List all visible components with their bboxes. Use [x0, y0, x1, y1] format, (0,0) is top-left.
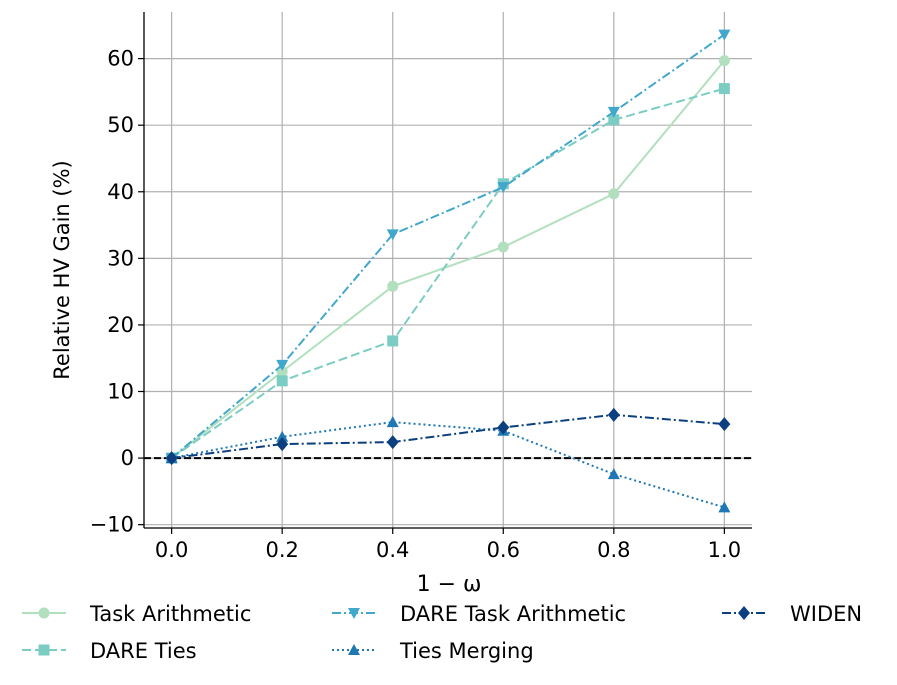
legend-entry: DARE Ties	[22, 639, 197, 663]
data-point	[497, 241, 509, 253]
legend-label: Task Arithmetic	[89, 602, 251, 626]
data-point	[607, 106, 620, 118]
y-tick-label: 0	[121, 446, 134, 470]
y-tick-label: 30	[107, 246, 134, 270]
data-point	[608, 188, 620, 200]
data-point	[607, 407, 620, 422]
data-point	[276, 366, 288, 378]
data-point	[718, 55, 730, 67]
legend-label: DARE Ties	[90, 639, 197, 663]
legend-entry: Task Arithmetic	[22, 602, 251, 626]
data-point	[386, 416, 399, 428]
x-tick-label: 0.4	[376, 538, 409, 562]
legend-marker	[38, 644, 50, 656]
data-point	[718, 83, 730, 95]
x-axis-label: 1 − ω	[417, 572, 482, 597]
series-dare-ties	[166, 83, 730, 464]
legend-entry: WIDEN	[722, 602, 862, 626]
legend-label: DARE Task Arithmetic	[400, 602, 626, 626]
ticks: 0.0 0.2 0.4 0.6 0.8 1.0 −10 0 10 20 30 40 50 60	[90, 47, 741, 562]
legend-marker	[348, 608, 360, 619]
y-tick-label: −10	[90, 513, 134, 537]
series-group	[165, 29, 731, 513]
series-line	[170, 59, 726, 459]
data-point	[276, 359, 289, 371]
data-point	[608, 114, 620, 126]
x-tick-label: 0.6	[487, 538, 520, 562]
series-line	[170, 33, 725, 459]
data-point	[276, 437, 289, 452]
y-tick-label: 20	[107, 313, 134, 337]
data-point	[386, 229, 399, 241]
grid	[144, 12, 752, 528]
legend-entry: DARE Task Arithmetic	[332, 602, 626, 626]
y-tick-label: 10	[107, 380, 134, 404]
data-point	[387, 335, 399, 347]
legend-marker	[738, 606, 750, 620]
data-point	[165, 451, 178, 466]
series-ties-merging	[165, 416, 731, 513]
data-point	[387, 280, 399, 292]
data-point	[497, 182, 510, 194]
x-tick-label: 0.8	[597, 538, 630, 562]
y-tick-label: 40	[107, 180, 134, 204]
legend-marker	[348, 644, 360, 655]
y-tick-label: 60	[107, 47, 134, 71]
series-line	[171, 87, 725, 459]
series-dare-task-arithmetic	[165, 29, 731, 465]
y-tick-label: 50	[107, 113, 134, 137]
series-widen	[165, 407, 731, 466]
data-point	[718, 501, 731, 513]
legend-marker	[38, 607, 50, 619]
data-point	[276, 430, 289, 442]
series-line	[171, 413, 725, 460]
legend-label: WIDEN	[790, 602, 862, 626]
data-point	[386, 435, 399, 450]
data-point	[718, 417, 731, 432]
x-tick-label: 0.2	[265, 538, 298, 562]
data-point	[718, 29, 731, 41]
x-tick-label: 1.0	[708, 538, 741, 562]
data-point	[497, 420, 510, 435]
axes	[143, 12, 752, 529]
legend-entry: Ties Merging	[332, 639, 534, 663]
x-tick-label: 0.0	[155, 538, 188, 562]
legend-label: Ties Merging	[399, 639, 534, 663]
y-axis-label: Relative HV Gain (%)	[50, 160, 74, 380]
data-point	[607, 468, 620, 480]
legend: Task Arithmetic DARE Ties DARE Task Arithm…	[22, 602, 862, 663]
data-point	[276, 375, 288, 387]
